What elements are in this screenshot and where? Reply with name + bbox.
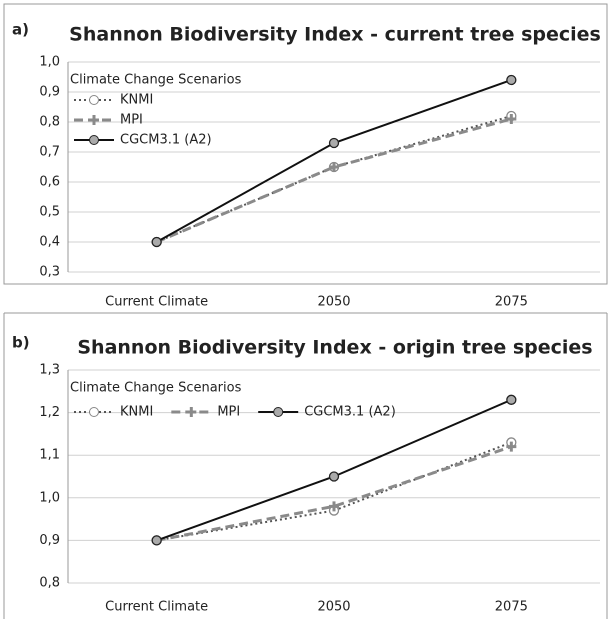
x-tick-label: Current Climate (105, 600, 208, 615)
y-tick-label: 0,4 (39, 235, 60, 250)
y-tick-label: 1,0 (39, 55, 60, 70)
legend-marker (89, 407, 99, 417)
y-tick-label: 0,5 (39, 205, 60, 220)
y-tick-label: 1,2 (39, 405, 60, 420)
legend-marker (186, 407, 197, 417)
legend-marker (89, 115, 99, 125)
marker (151, 236, 162, 248)
series-line (156, 117, 512, 244)
series-line (156, 445, 512, 542)
marker (329, 162, 339, 172)
marker (506, 394, 517, 405)
series-line (156, 398, 512, 542)
x-tick-label: 2075 (495, 295, 528, 310)
legend-label: CGCM3.1 (A2) (304, 405, 396, 420)
y-tick-label: 0,6 (39, 175, 60, 190)
legend-label: MPI (217, 405, 240, 420)
marker (151, 535, 162, 546)
x-tick-label: Current Climate (105, 295, 208, 310)
legend-marker (273, 407, 284, 417)
legend-title: Climate Change Scenarios (70, 73, 242, 88)
marker (329, 501, 339, 512)
legend-label: KNMI (120, 93, 153, 108)
series-line (156, 79, 512, 243)
y-tick-label: 0,3 (39, 265, 60, 280)
legend-marker (89, 135, 99, 145)
legend-label: CGCM3.1 (A2) (120, 133, 212, 148)
y-tick-label: 1,3 (39, 363, 60, 378)
chart-title: Shannon Biodiversity Index - origin tree… (77, 337, 592, 359)
y-tick-label: 0,8 (39, 576, 60, 591)
x-tick-label: 2075 (495, 600, 528, 615)
y-tick-label: 1,1 (39, 448, 60, 463)
marker (506, 114, 517, 124)
series-line (156, 115, 512, 243)
legend-label: KNMI (120, 405, 153, 420)
panel-label: a) (12, 21, 29, 39)
y-tick-label: 1,0 (39, 490, 60, 505)
y-tick-label: 0,9 (39, 533, 60, 548)
x-tick-label: 2050 (317, 295, 350, 310)
legend-title: Climate Change Scenarios (70, 381, 242, 396)
marker (328, 471, 340, 482)
chart-title: Shannon Biodiversity Index - current tre… (69, 24, 601, 46)
x-tick-label: 2050 (317, 600, 350, 615)
panel-label: b) (12, 334, 30, 352)
panel-frame (3, 3, 608, 285)
y-tick-label: 0,9 (39, 85, 60, 100)
series-line (156, 441, 512, 542)
marker (328, 137, 340, 149)
marker (506, 74, 517, 86)
legend-label: MPI (120, 113, 143, 128)
legend-marker (89, 95, 99, 105)
marker (506, 441, 517, 452)
y-tick-label: 0,8 (39, 115, 60, 130)
y-tick-label: 0,7 (39, 145, 60, 160)
